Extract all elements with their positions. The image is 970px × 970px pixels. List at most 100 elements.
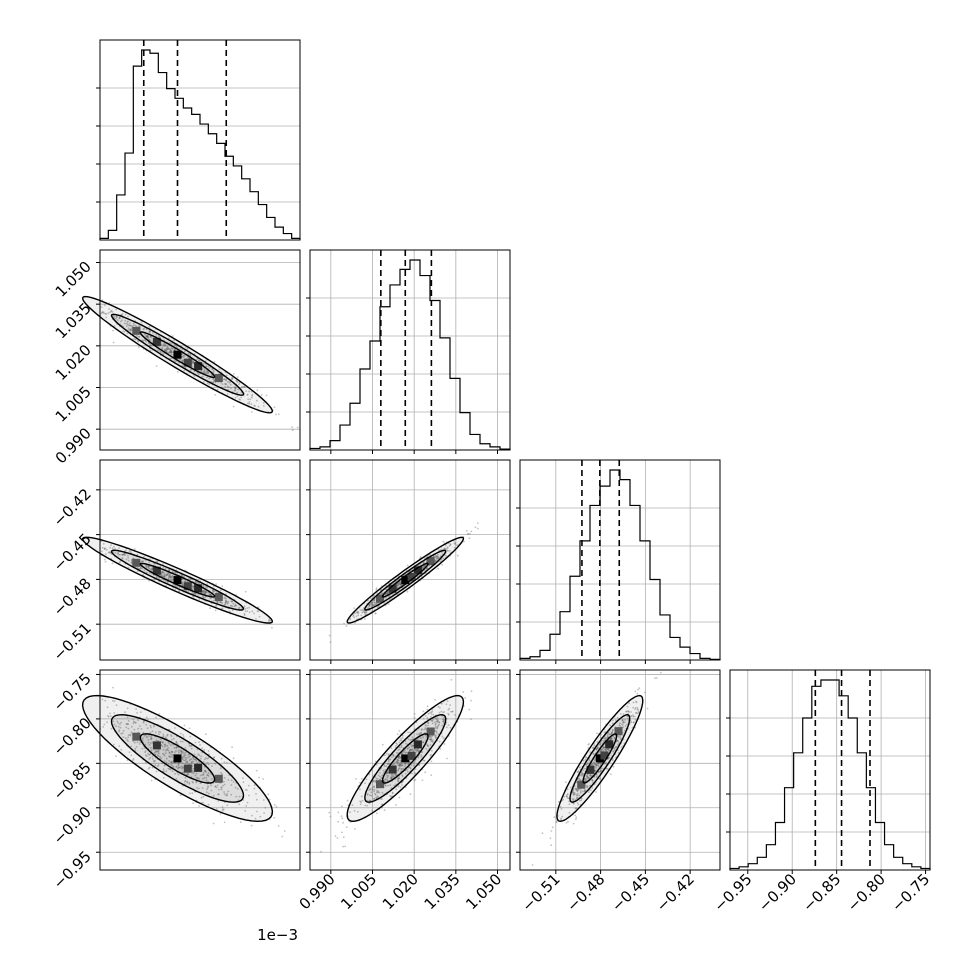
axis-frame [99,249,301,451]
scatter-point [441,564,444,566]
scatter-point [145,335,148,338]
scatter-point [112,551,115,553]
scatter-point [470,718,472,721]
scatter-point [110,310,112,313]
scatter-point [386,592,389,595]
scatter-point [171,570,174,573]
scatter-point [230,600,233,603]
scatter-point [144,339,147,341]
scatter-point [125,549,127,552]
scatter-point [277,413,280,416]
scatter-point [164,349,167,352]
scatter-point [340,815,343,817]
density-cell [183,358,192,367]
scatter-point [198,582,200,585]
scatter-point [147,336,150,339]
scatter-point [353,616,356,619]
scatter-point [386,592,389,595]
scatter-point [246,394,249,396]
scatter-point [202,585,205,588]
scatter-point [363,611,366,614]
scatter-point [105,548,108,551]
scatter-point [153,563,156,565]
scatter-point [182,359,185,362]
scatter-point [161,352,164,354]
scatter-point [136,553,139,556]
scatter-point [168,351,171,354]
scatter-point [454,543,457,545]
scatter-point [191,585,194,588]
scatter-point [118,547,120,549]
x-tick-label: −0.45 [608,870,653,915]
scatter-point [435,555,438,558]
scatter-point [107,312,109,315]
scatter-point [243,605,246,608]
scatter-point [107,551,110,554]
scatter-point [168,575,171,578]
scatter-point [204,591,207,594]
scatter-point [251,411,253,413]
y-tick-label: −0.45 [50,530,95,575]
contour-line [81,295,274,414]
scatter-point [204,596,207,599]
scatter-point [139,567,142,569]
scatter-point [119,320,122,323]
scatter-point [231,600,234,603]
scatter-point [181,584,184,587]
scatter-point [240,396,243,399]
scatter-point [128,324,131,327]
scatter-point [236,381,239,383]
scatter-point [143,327,146,330]
scatter-point [127,554,129,557]
scatter-point [253,404,256,407]
scatter-point [122,553,125,556]
scatter-point [146,335,149,338]
scatter-point [129,551,132,554]
scatter-point [191,587,194,590]
scatter-point [419,556,422,559]
scatter-point [170,576,173,579]
scatter-point [115,315,118,318]
scatter-point [179,794,182,797]
scatter-point [163,575,166,577]
x-tick-label: 0.990 [296,870,339,913]
scatter-point [231,605,234,608]
scatter-point [531,864,534,866]
scatter-point [166,345,169,348]
scatter-point [203,371,206,374]
scatter-point [467,532,470,535]
scatter-point [224,382,226,385]
scatter-point [170,350,173,352]
scatter-point [168,574,171,577]
scatter-point [103,312,105,315]
scatter-point [205,365,208,367]
scatter-point [470,699,472,702]
scatter-point [212,371,215,373]
scatter-point [212,590,215,593]
scatter-point [258,776,260,779]
scatter-point [226,601,229,604]
scatter-point [206,370,209,373]
scatter-point [248,390,251,393]
scatter-point [283,830,286,832]
scatter-point [225,383,228,385]
scatter-point [345,625,348,627]
scatter-point [170,353,173,355]
scatter-point [212,369,215,372]
scatter-point [110,544,112,546]
scatter-point [181,353,183,355]
scatter-point [166,347,169,349]
scatter-point [202,590,205,592]
density-cell [214,374,223,382]
contour-line [110,313,245,396]
scatter-point [444,554,447,557]
scatter-point [129,328,131,331]
scatter-point [464,697,467,699]
scatter-point [224,602,227,604]
scatter-point [215,605,217,608]
scatter-point [371,603,374,606]
scatter-point [269,619,272,622]
scatter-point [396,583,399,585]
scatter-point [138,325,140,327]
